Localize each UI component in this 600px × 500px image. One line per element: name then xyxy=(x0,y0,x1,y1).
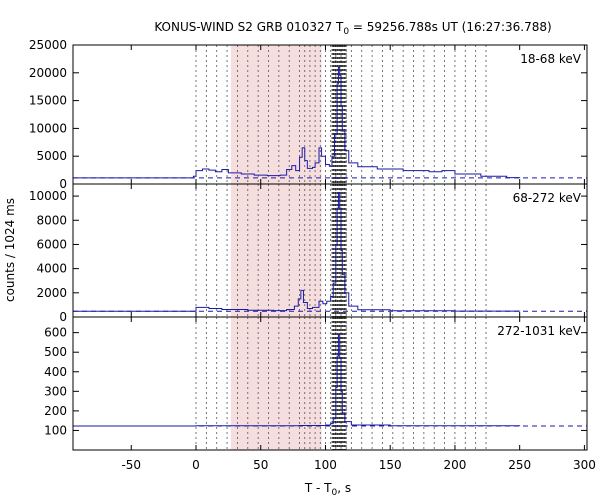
y-tick-label: 10000 xyxy=(29,121,67,135)
y-tick-label: 400 xyxy=(44,365,67,379)
y-tick-label: 25000 xyxy=(29,38,67,52)
energy-band-label: 18-68 keV xyxy=(520,52,582,66)
y-tick-label: 6000 xyxy=(36,237,67,251)
y-tick-label: 0 xyxy=(59,177,67,191)
x-tick-label: 0 xyxy=(192,458,200,472)
y-tick-label: 4000 xyxy=(36,262,67,276)
x-tick-label: 150 xyxy=(379,458,402,472)
y-tick-label: 600 xyxy=(44,326,67,340)
y-tick-label: 200 xyxy=(44,404,67,418)
y-tick-label: 0 xyxy=(59,310,67,324)
y-tick-label: 100 xyxy=(44,423,67,437)
light-curve xyxy=(73,191,521,312)
x-tick-label: -50 xyxy=(121,458,141,472)
x-tick-label: 50 xyxy=(253,458,268,472)
x-axis-label: T - T0, s xyxy=(304,481,351,498)
y-tick-label: 10000 xyxy=(29,189,67,203)
energy-band-label: 272-1031 keV xyxy=(497,324,581,338)
panel-frame xyxy=(72,183,588,318)
x-tick-label: 200 xyxy=(443,458,466,472)
shaded-interval xyxy=(230,184,322,317)
energy-band-label: 68-272 keV xyxy=(513,191,582,205)
panel-frame xyxy=(72,316,588,451)
panel-2: 0 2000 4000 6000 8000 10000 68-272 keV xyxy=(29,183,588,324)
x-tick-label: 300 xyxy=(573,458,596,472)
panel-frame xyxy=(72,44,588,185)
light-curve xyxy=(73,334,521,427)
x-tick-label: 100 xyxy=(314,458,337,472)
y-tick-label: 8000 xyxy=(36,213,67,227)
x-tick-label: 250 xyxy=(508,458,531,472)
panel-3: 100 200 300 400 500 600 272-1031 keV xyxy=(44,316,588,451)
y-tick-label: 20000 xyxy=(29,66,67,80)
y-tick-label: 500 xyxy=(44,345,67,359)
y-tick-label: 15000 xyxy=(29,94,67,108)
light-curve xyxy=(73,66,521,179)
shaded-interval xyxy=(230,45,322,184)
panel-1: 0 5000 10000 15000 20000 25000 18-68 keV xyxy=(29,38,588,191)
y-axis-label: counts / 1024 ms xyxy=(3,198,17,302)
chart-title: KONUS-WIND S2 GRB 010327 T0 = 59256.788s… xyxy=(154,20,551,37)
y-tick-label: 2000 xyxy=(36,286,67,300)
y-tick-label: 300 xyxy=(44,384,67,398)
y-tick-label: 5000 xyxy=(36,149,67,163)
shaded-interval xyxy=(230,317,322,450)
